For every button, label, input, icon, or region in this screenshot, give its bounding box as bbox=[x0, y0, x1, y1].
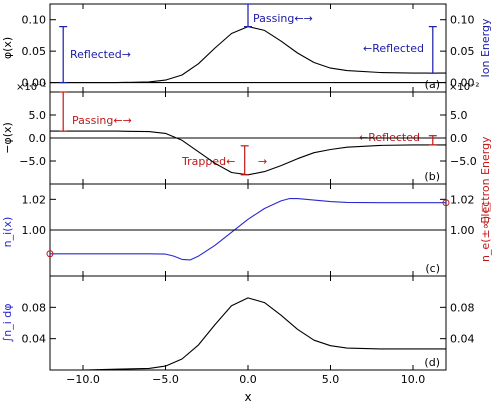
panel-a-right-label: Ion Energy bbox=[479, 18, 492, 77]
panel-b-scale-left: ×10⁻² bbox=[16, 82, 46, 93]
y-tick-label: 1.00 bbox=[22, 224, 47, 237]
x-tick-label: 10.0 bbox=[401, 373, 426, 386]
panel-c-right-label: n_e(±∞) □ bbox=[479, 202, 492, 262]
annotation-trapped-arrow: → bbox=[258, 155, 267, 168]
panel-c-label: (c) bbox=[425, 262, 440, 275]
panel-a-ylabel: φ(x) bbox=[1, 37, 14, 59]
y-tick-label: 0.08 bbox=[22, 301, 47, 314]
panel-d-label: (d) bbox=[424, 356, 440, 369]
y-tick-label: 0.10 bbox=[22, 14, 47, 27]
panel-b-ylabel: −φ(x) bbox=[1, 122, 14, 154]
y-tick-label-right: 0.0 bbox=[450, 132, 468, 145]
panel-a-label: (a) bbox=[425, 78, 440, 91]
y-tick-label-right: 1.00 bbox=[450, 224, 475, 237]
x-tick-label: 0.0 bbox=[239, 373, 257, 386]
y-tick-label-right: 0.10 bbox=[450, 14, 475, 27]
series-line-c bbox=[50, 198, 446, 261]
y-tick-label: 0.05 bbox=[22, 45, 47, 58]
y-tick-label-right: 0.04 bbox=[450, 333, 475, 346]
y-tick-label: 5.0 bbox=[29, 109, 47, 122]
y-tick-label-right: 5.0 bbox=[450, 109, 468, 122]
panel-b-scale-right: ×10⁻² bbox=[449, 82, 479, 93]
x-axis-label: x bbox=[244, 390, 251, 404]
panel-c: n_i(x) n_e(±∞) □ (c) 1.00 1.00 1.02 1.02 bbox=[1, 183, 492, 277]
end-marker bbox=[46, 250, 54, 258]
panel-d-frame bbox=[49, 275, 447, 371]
y-tick-label: −5.0 bbox=[19, 155, 46, 168]
annotation-passing-ion: Passing←→ bbox=[253, 12, 313, 25]
panel-b-label: (b) bbox=[424, 170, 440, 183]
y-tick-label-right: 0.08 bbox=[450, 301, 475, 314]
annotation-trapped: Trapped← bbox=[181, 155, 235, 168]
panel-c-ylabel: n_i(x) bbox=[1, 217, 14, 248]
series-line-d bbox=[50, 297, 446, 371]
y-tick-label: 0.0 bbox=[29, 132, 47, 145]
y-tick-label: 1.02 bbox=[22, 193, 47, 206]
y-tick-label-right: 1.02 bbox=[450, 193, 475, 206]
y-tick-label: 0.04 bbox=[22, 333, 47, 346]
end-marker bbox=[442, 199, 450, 207]
x-tick-label: 5.0 bbox=[322, 373, 340, 386]
annotation-reflected-right: ←Reflected bbox=[363, 42, 424, 55]
annotation-passing-electron: Passing←→ bbox=[72, 114, 132, 127]
panel-b: −φ(x) Electron Energy ×10⁻² ×10⁻² (b) Pa… bbox=[1, 82, 492, 224]
y-tick-label-right: −5.0 bbox=[450, 155, 477, 168]
y-tick-label: 0.00 bbox=[22, 77, 47, 90]
y-tick-label-right: 0.05 bbox=[450, 45, 475, 58]
y-tick-label-right: 0.00 bbox=[450, 77, 475, 90]
panel-b-right-label: Electron Energy bbox=[479, 136, 492, 224]
panel-d: ∫n_i dφ (d) 0.04 0.04 0.08 0.08 −10.0 −5.0 0.0… bbox=[1, 275, 475, 386]
panel-a: φ(x) Ion Energy (a) Reflected→ Passing←→… bbox=[1, 3, 492, 93]
x-tick-label: −10.0 bbox=[66, 373, 100, 386]
panel-d-ylabel: ∫n_i dφ bbox=[1, 304, 14, 343]
annotation-reflected-left: Reflected→ bbox=[70, 48, 131, 61]
x-tick-label: −5.0 bbox=[152, 373, 179, 386]
